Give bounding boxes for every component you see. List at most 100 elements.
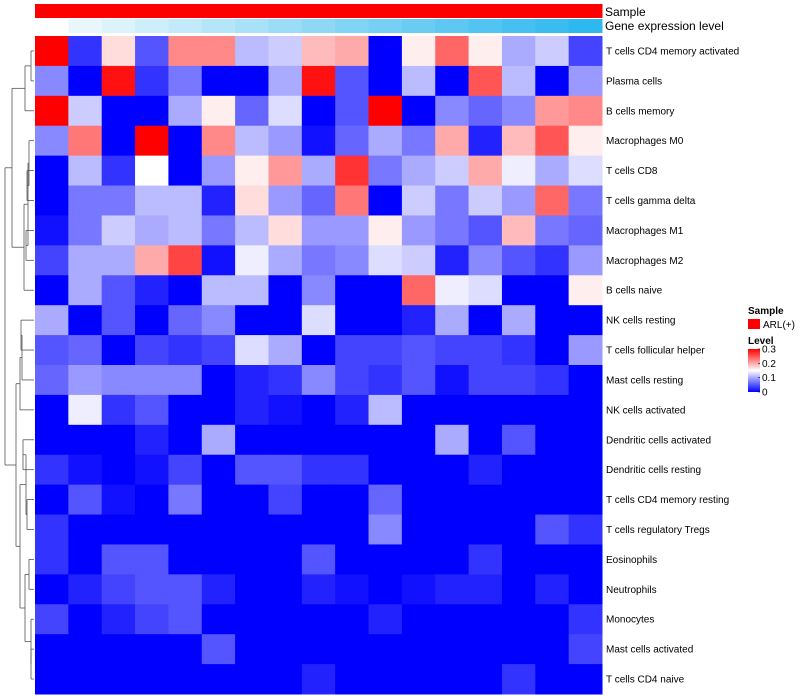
row-label: T cells regulatory Tregs xyxy=(606,525,710,536)
heatmap-cell xyxy=(168,125,203,157)
heatmap-cell xyxy=(301,185,336,216)
sample-annotation-cell xyxy=(368,4,403,18)
heatmap-cell xyxy=(268,65,303,97)
heatmap-cell xyxy=(268,185,303,216)
heatmap-cell xyxy=(335,514,370,545)
heatmap-cell xyxy=(101,305,136,336)
heatmap-cell xyxy=(235,185,269,216)
heatmap-cell xyxy=(268,245,303,276)
row-label: Macrophages M2 xyxy=(606,256,684,267)
heatmap-cell xyxy=(168,604,203,635)
heatmap-cell xyxy=(101,245,136,276)
heatmap-cell xyxy=(235,424,269,456)
heatmap-cell xyxy=(468,574,503,605)
heatmap-cell xyxy=(168,544,203,575)
heatmap-cell xyxy=(435,484,470,516)
heatmap-cell xyxy=(68,335,103,366)
heatmap-cell xyxy=(68,215,103,246)
heatmap-cell xyxy=(168,245,203,276)
heatmap-cell xyxy=(568,36,603,67)
heatmap-cell xyxy=(401,394,436,426)
heatmap-cell xyxy=(535,544,570,575)
heatmap-cell xyxy=(35,424,69,456)
heatmap-cell xyxy=(301,305,336,336)
heatmap-cell xyxy=(135,604,169,635)
sample-annotation-bar xyxy=(35,4,603,18)
gene-expression-level-annotation-bar xyxy=(35,19,603,33)
heatmap-cell xyxy=(201,634,236,665)
heatmap-cell xyxy=(368,574,403,605)
heatmap-cell xyxy=(335,36,370,67)
heatmap-cell xyxy=(268,36,303,67)
heatmap-cell xyxy=(201,424,236,456)
level-annotation-cell xyxy=(301,19,336,33)
heatmap-cell xyxy=(35,95,69,127)
heatmap-cell xyxy=(301,365,336,396)
track-label-gene-expression-level: Gene expression level xyxy=(605,19,724,33)
heatmap-cell xyxy=(335,95,370,127)
heatmap-cell xyxy=(101,454,136,486)
heatmap-cell xyxy=(35,275,69,306)
heatmap-cell xyxy=(568,634,603,665)
heatmap-cell xyxy=(335,245,370,276)
heatmap-cell xyxy=(501,454,536,486)
heatmap-cell xyxy=(501,335,536,366)
heatmap-cell xyxy=(268,155,303,187)
heatmap-cell xyxy=(535,634,570,665)
heatmap-cell xyxy=(435,604,470,635)
heatmap-cell xyxy=(135,65,169,97)
heatmap-cell xyxy=(135,365,169,396)
heatmap-cell xyxy=(501,155,536,187)
heatmap-cell xyxy=(235,664,269,695)
heatmap-cell xyxy=(235,454,269,486)
sample-annotation-cell xyxy=(335,4,370,18)
heatmap-cell xyxy=(368,454,403,486)
heatmap-cell xyxy=(268,275,303,306)
level-annotation-cell xyxy=(101,19,136,33)
heatmap-cell xyxy=(568,245,603,276)
level-tick-label: 0.2 xyxy=(762,359,776,370)
heatmap-cell xyxy=(301,36,336,67)
row-label: NK cells resting xyxy=(606,316,675,327)
heatmap-cell xyxy=(535,484,570,516)
heatmap-cell xyxy=(101,484,136,516)
heatmap-cell xyxy=(568,484,603,516)
heatmap-cell xyxy=(301,125,336,157)
heatmap-cell xyxy=(268,95,303,127)
heatmap-cell xyxy=(68,574,103,605)
heatmap-cell xyxy=(168,454,203,486)
heatmap-cell xyxy=(368,634,403,665)
heatmap-cell xyxy=(35,155,69,187)
heatmap-cell xyxy=(501,215,536,246)
heatmap-cell xyxy=(335,215,370,246)
heatmap-cell xyxy=(401,95,436,127)
heatmap-cell xyxy=(468,484,503,516)
heatmap-cell xyxy=(201,185,236,216)
level-annotation-cell xyxy=(201,19,236,33)
heatmap-cell xyxy=(168,335,203,366)
row-label: T cells follicular helper xyxy=(606,346,705,357)
heatmap-cell xyxy=(468,245,503,276)
heatmap-cell xyxy=(368,514,403,545)
heatmap-cell xyxy=(268,424,303,456)
heatmap-cell xyxy=(168,305,203,336)
heatmap-cell xyxy=(235,155,269,187)
heatmap-cell xyxy=(535,365,570,396)
heatmap-cell xyxy=(301,664,336,695)
heatmap-cell xyxy=(535,514,570,545)
heatmap-cell xyxy=(535,95,570,127)
level-annotation-cell xyxy=(35,19,69,33)
heatmap-cell xyxy=(335,634,370,665)
heatmap-cell xyxy=(168,424,203,456)
heatmap-cell xyxy=(568,185,603,216)
heatmap-cell xyxy=(568,65,603,97)
heatmap-cell xyxy=(401,365,436,396)
heatmap-cell xyxy=(101,275,136,306)
heatmap-cell xyxy=(268,484,303,516)
heatmap-cell xyxy=(401,604,436,635)
heatmap-cell xyxy=(201,305,236,336)
heatmap-cell xyxy=(301,544,336,575)
heatmap-cell xyxy=(201,544,236,575)
heatmap-cell xyxy=(568,155,603,187)
